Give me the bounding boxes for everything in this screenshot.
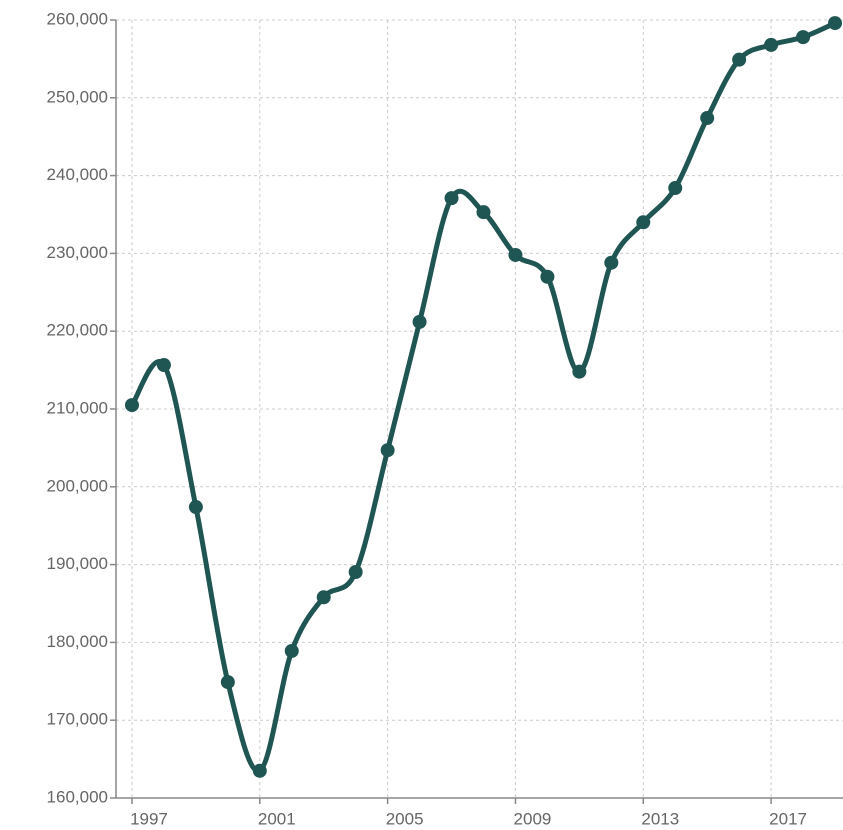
data-point (252, 763, 267, 778)
data-point (540, 269, 555, 284)
data-point (412, 314, 427, 329)
data-point (188, 500, 203, 515)
data-point (508, 247, 523, 262)
x-tick-label: 2001 (258, 809, 296, 828)
y-tick-label: 210,000 (47, 398, 108, 417)
data-point (380, 443, 395, 458)
x-tick-label: 2013 (641, 809, 679, 828)
data-point (316, 590, 331, 605)
data-point (348, 564, 363, 579)
y-tick-label: 250,000 (47, 87, 108, 106)
data-point (604, 255, 619, 270)
data-point (700, 111, 715, 126)
y-tick-label: 200,000 (47, 476, 108, 495)
data-point (124, 398, 139, 413)
x-tick-label: 1997 (130, 809, 168, 828)
y-tick-label: 180,000 (47, 632, 108, 651)
x-tick-label: 2009 (514, 809, 552, 828)
y-tick-label: 260,000 (47, 9, 108, 28)
y-tick-label: 220,000 (47, 321, 108, 340)
data-point (444, 191, 459, 206)
data-point (284, 643, 299, 658)
y-tick-label: 230,000 (47, 243, 108, 262)
data-point (636, 215, 651, 230)
data-point (796, 30, 811, 45)
data-point (732, 52, 747, 67)
data-point (668, 181, 683, 196)
data-point (220, 675, 235, 690)
data-point (572, 364, 587, 379)
data-point (764, 37, 779, 52)
y-tick-label: 240,000 (47, 165, 108, 184)
x-tick-label: 2005 (386, 809, 424, 828)
data-line (129, 20, 837, 774)
data-point (828, 16, 843, 31)
data-point (156, 358, 171, 373)
data-point (476, 205, 491, 220)
y-tick-label: 190,000 (47, 554, 108, 573)
y-tick-label: 170,000 (47, 710, 108, 729)
y-tick-label: 160,000 (47, 787, 108, 806)
x-tick-label: 2017 (769, 809, 807, 828)
